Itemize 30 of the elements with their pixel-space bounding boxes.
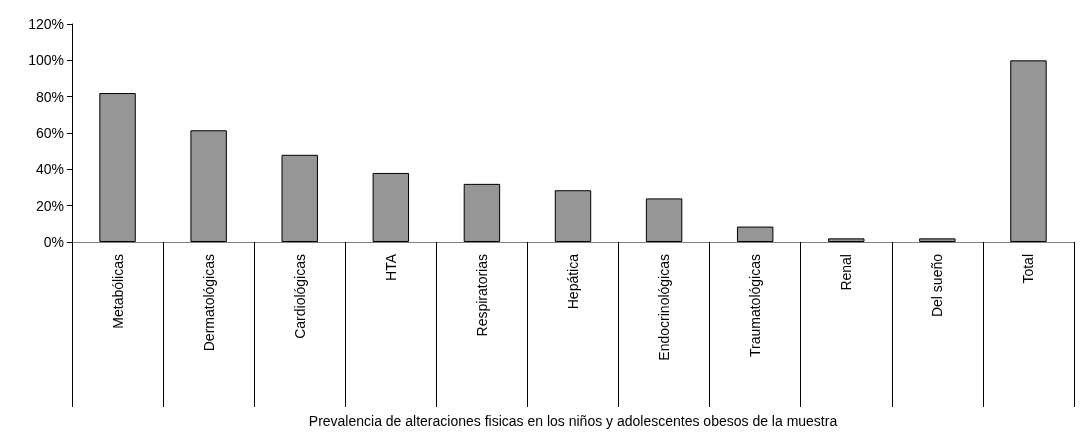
x-tick-label: HTA	[382, 253, 399, 281]
bar	[736, 226, 774, 242]
bar	[281, 154, 318, 242]
x-tick-label: Renal	[838, 254, 855, 291]
bar	[99, 93, 136, 242]
y-tick-label: 100%	[28, 52, 64, 69]
x-tick-label: Cardiológicas	[291, 254, 308, 339]
x-tick-label: Del sueño	[929, 253, 946, 318]
x-tick-label: Respiratorias	[473, 254, 490, 337]
y-tick-label: 20%	[35, 197, 64, 214]
y-tick-label: 60%	[35, 125, 64, 141]
y-tick-label: 40%	[35, 161, 64, 178]
bar	[372, 172, 410, 242]
x-axis-title: Prevalencia de alteraciones fisicas en los niños y adolescentes obesos de la muestra	[308, 413, 838, 429]
bar	[554, 190, 592, 242]
x-tick-label: Traumatológicas	[747, 254, 764, 357]
x-tick-label: Metabólicas	[109, 254, 126, 329]
bar	[828, 238, 865, 242]
x-tick-label: Total	[1020, 254, 1037, 284]
bar	[190, 130, 227, 242]
y-tick-label: 120%	[28, 16, 64, 32]
bar	[645, 198, 683, 242]
bar	[463, 183, 501, 242]
x-tick-label: Dermatológicas	[200, 254, 217, 352]
y-tick-label: 0%	[43, 234, 64, 250]
x-tick-label: Endocrinológicas	[656, 254, 673, 361]
y-tick-label: 80%	[35, 88, 64, 105]
bar	[1010, 60, 1047, 242]
x-tick-label: Hepática	[565, 253, 581, 310]
bar	[919, 238, 956, 242]
